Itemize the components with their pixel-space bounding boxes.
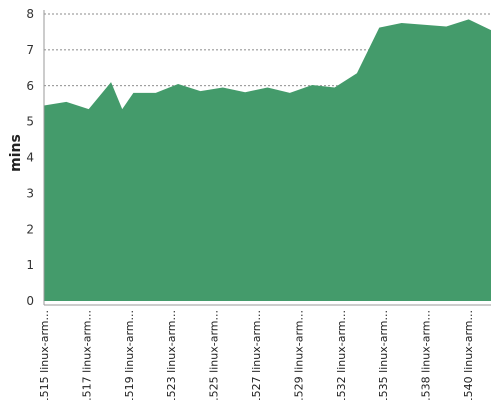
x-tick-label: #1525 linux-arm... xyxy=(208,310,221,400)
x-tick-label: #1538 linux-arm... xyxy=(420,310,433,400)
y-tick-label: 0 xyxy=(26,294,34,308)
x-tick-label: #1535 linux-arm... xyxy=(377,310,390,400)
y-axis-title: mins xyxy=(8,134,24,172)
x-tick-label: #1515 linux-arm... xyxy=(38,310,51,400)
y-tick-label: 1 xyxy=(26,258,34,272)
y-tick-label: 8 xyxy=(26,7,34,21)
x-tick-label: #1517 linux-arm... xyxy=(80,310,93,400)
x-tick-label: #1532 linux-arm... xyxy=(335,310,348,400)
x-tick-label: #1529 linux-arm... xyxy=(292,310,305,400)
y-tick-label: 2 xyxy=(26,222,34,236)
area-series xyxy=(44,19,491,301)
x-tick-label: #1527 linux-arm... xyxy=(250,310,263,400)
area-fill xyxy=(44,19,491,301)
y-tick-label: 3 xyxy=(26,186,34,200)
x-tick-labels: #1515 linux-arm... #1517 linux-arm... #151… xyxy=(38,310,475,400)
y-tick-labels: 0 1 2 3 4 5 6 7 8 xyxy=(26,7,34,308)
x-tick-label: #1540 linux-arm... xyxy=(462,310,475,400)
y-tick-label: 6 xyxy=(26,79,34,93)
axes xyxy=(43,10,491,306)
y-tick-label: 5 xyxy=(26,115,34,129)
x-tick-label: #1519 linux-arm... xyxy=(123,310,136,400)
y-tick-label: 7 xyxy=(26,43,34,57)
y-tick-label: 4 xyxy=(26,151,34,165)
x-tick-label: #1523 linux-arm... xyxy=(165,310,178,400)
